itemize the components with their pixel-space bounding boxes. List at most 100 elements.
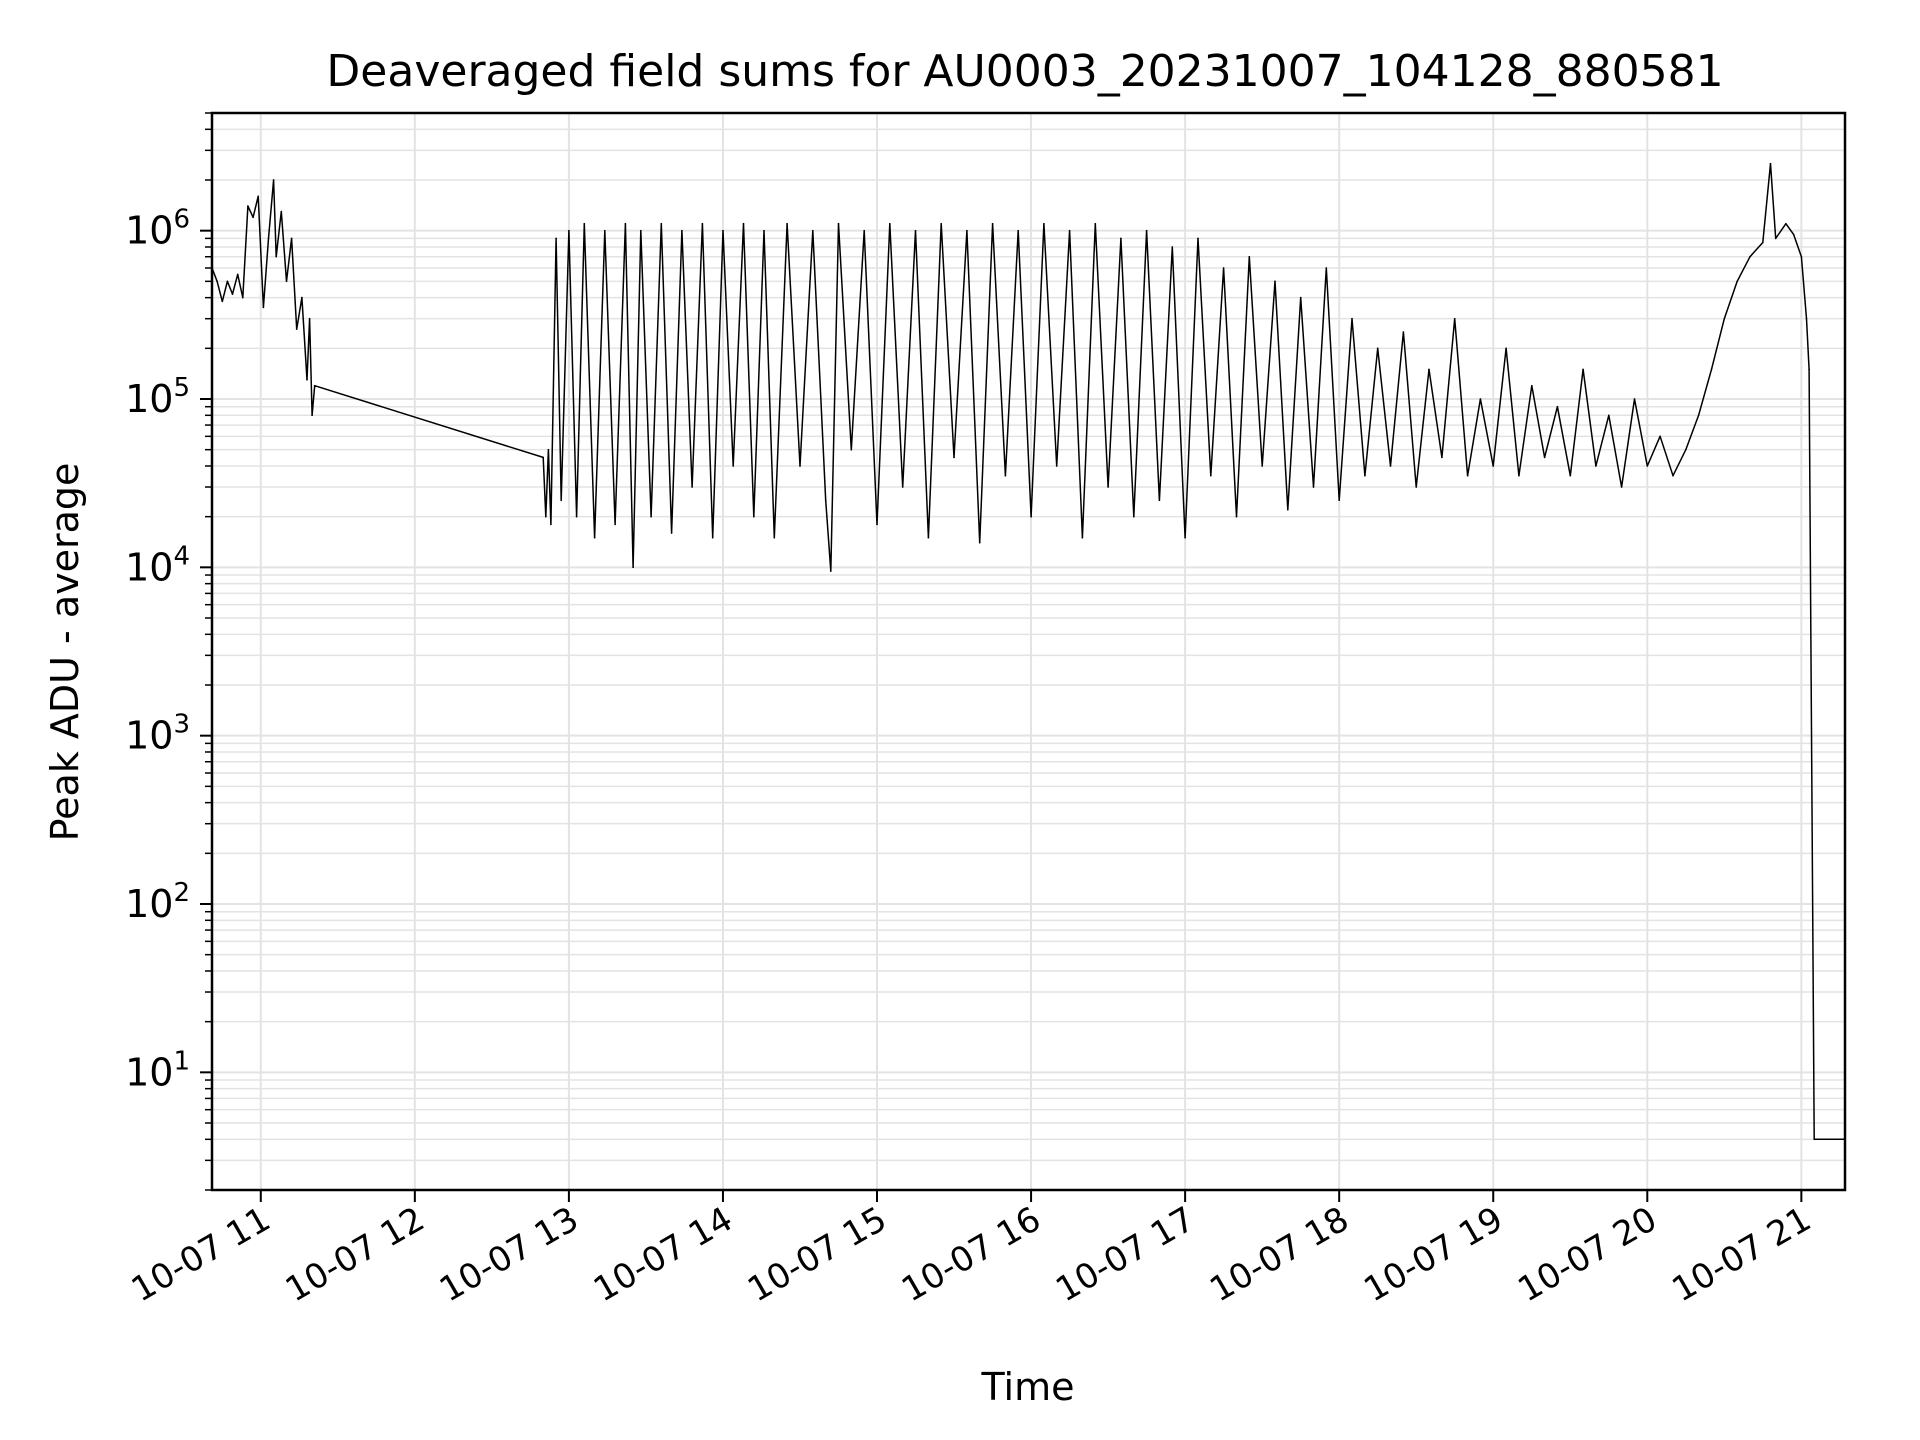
y-tick-label: 104: [125, 541, 190, 589]
data-point: [889, 222, 891, 225]
data-point: [701, 222, 704, 225]
data-point: [1299, 296, 1302, 299]
data-point: [1800, 255, 1803, 258]
data-point: [1197, 237, 1199, 240]
data-point: [1261, 465, 1263, 467]
data-point: [542, 456, 544, 459]
data-point: [1479, 398, 1482, 400]
data-point: [1248, 255, 1251, 258]
data-point: [1749, 255, 1751, 258]
y-tick-label: 105: [125, 373, 190, 421]
data-point: [786, 222, 788, 225]
data-point: [1710, 368, 1713, 371]
y-tick-label: 102: [125, 878, 190, 926]
data-point: [1184, 536, 1186, 539]
data-point: [732, 465, 734, 467]
data-point: [1808, 368, 1810, 371]
data-point: [1068, 229, 1071, 232]
data-point: [1402, 331, 1405, 333]
data-point: [614, 523, 616, 526]
data-point: [1685, 448, 1687, 451]
data-point: [1094, 222, 1097, 225]
data-point: [1017, 229, 1019, 232]
data-point: [1466, 474, 1469, 477]
data-point: [722, 229, 724, 232]
y-tick-label: 103: [125, 710, 190, 758]
data-point: [799, 465, 801, 467]
data-point: [978, 541, 981, 544]
data-point: [247, 205, 249, 207]
data-point: [1287, 508, 1289, 511]
data-point: [1145, 229, 1148, 232]
data-point: [991, 222, 994, 225]
data-point: [242, 296, 244, 299]
data-point: [295, 328, 298, 330]
data-point: [1274, 280, 1276, 283]
data-point: [850, 448, 853, 451]
data-point: [953, 456, 955, 459]
data-point: [812, 229, 814, 232]
data-point: [863, 229, 865, 232]
data-point: [660, 222, 663, 225]
data-point: [901, 486, 904, 488]
data-point: [927, 536, 930, 539]
data-point: [753, 515, 755, 518]
data-point: [1646, 465, 1649, 467]
data-point: [640, 229, 642, 232]
data-point: [275, 255, 278, 258]
data-point: [966, 229, 968, 232]
data-point: [1608, 414, 1610, 417]
data-point: [1556, 405, 1559, 408]
series-line: [211, 162, 1845, 1141]
data-point: [1453, 317, 1456, 320]
data-point: [1672, 474, 1674, 477]
data-point: [1595, 465, 1597, 467]
x-axis-label: Time: [981, 1365, 1075, 1409]
data-point: [1055, 465, 1058, 467]
data-point: [1030, 515, 1032, 518]
data-point: [624, 222, 627, 225]
data-point: [824, 499, 827, 502]
data-point: [604, 229, 606, 232]
data-point: [1235, 515, 1238, 518]
data-point: [575, 515, 578, 518]
data-point: [1762, 241, 1764, 244]
data-point: [1785, 222, 1787, 225]
data-point: [231, 293, 234, 295]
chart-title: Deaveraged field sums for AU0003_2023100…: [326, 46, 1723, 97]
data-point: [837, 222, 840, 225]
data-point: [280, 210, 283, 213]
data-point: [1543, 456, 1546, 459]
data-point: [290, 237, 293, 240]
data-point: [1531, 384, 1533, 387]
y-tick-label: 101: [125, 1046, 190, 1094]
data-point: [1428, 368, 1430, 371]
data-point: [1081, 536, 1084, 539]
data-point: [568, 229, 570, 232]
data-point: [236, 273, 239, 276]
data-point: [1312, 486, 1315, 488]
data-point: [1659, 435, 1661, 438]
data-point: [550, 523, 552, 526]
data-point: [1107, 486, 1109, 488]
data-point: [742, 222, 745, 225]
data-point: [301, 296, 303, 299]
data-point: [773, 536, 776, 539]
data-point: [252, 216, 254, 219]
data-point: [216, 280, 218, 283]
data-point: [1004, 474, 1007, 477]
data-point: [1364, 474, 1366, 477]
data-point: [267, 237, 270, 240]
data-point: [1769, 162, 1772, 165]
data-point: [583, 222, 586, 225]
data-point: [257, 195, 260, 198]
data-point: [1338, 499, 1340, 502]
data-point: [308, 317, 311, 320]
data-point: [545, 515, 547, 518]
data-point: [1171, 246, 1174, 248]
data-point: [1376, 347, 1379, 350]
data-point: [1222, 267, 1225, 269]
data-point: [560, 499, 562, 502]
